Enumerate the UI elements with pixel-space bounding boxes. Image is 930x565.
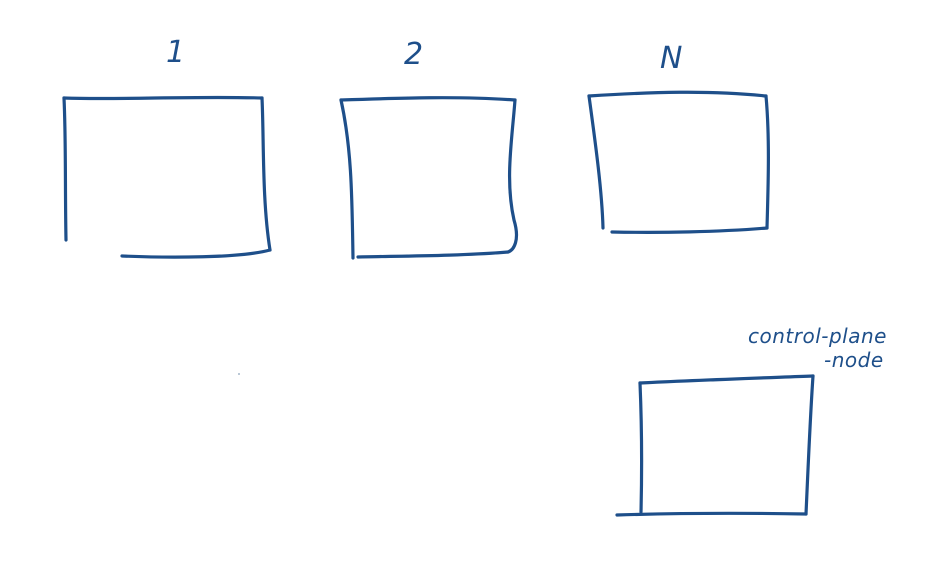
control-plane-label-line1: control-plane xyxy=(748,324,887,348)
node-label-1: 1 xyxy=(166,35,186,70)
node-label-n: N xyxy=(660,41,683,76)
node-label-2: 2 xyxy=(404,37,424,72)
control-plane-label-line2: -node xyxy=(824,348,884,372)
node-box-1 xyxy=(62,95,272,259)
node-box-2 xyxy=(339,96,519,260)
control-plane-box xyxy=(615,374,815,517)
stray-dot xyxy=(238,373,240,375)
node-box-n xyxy=(587,90,770,234)
